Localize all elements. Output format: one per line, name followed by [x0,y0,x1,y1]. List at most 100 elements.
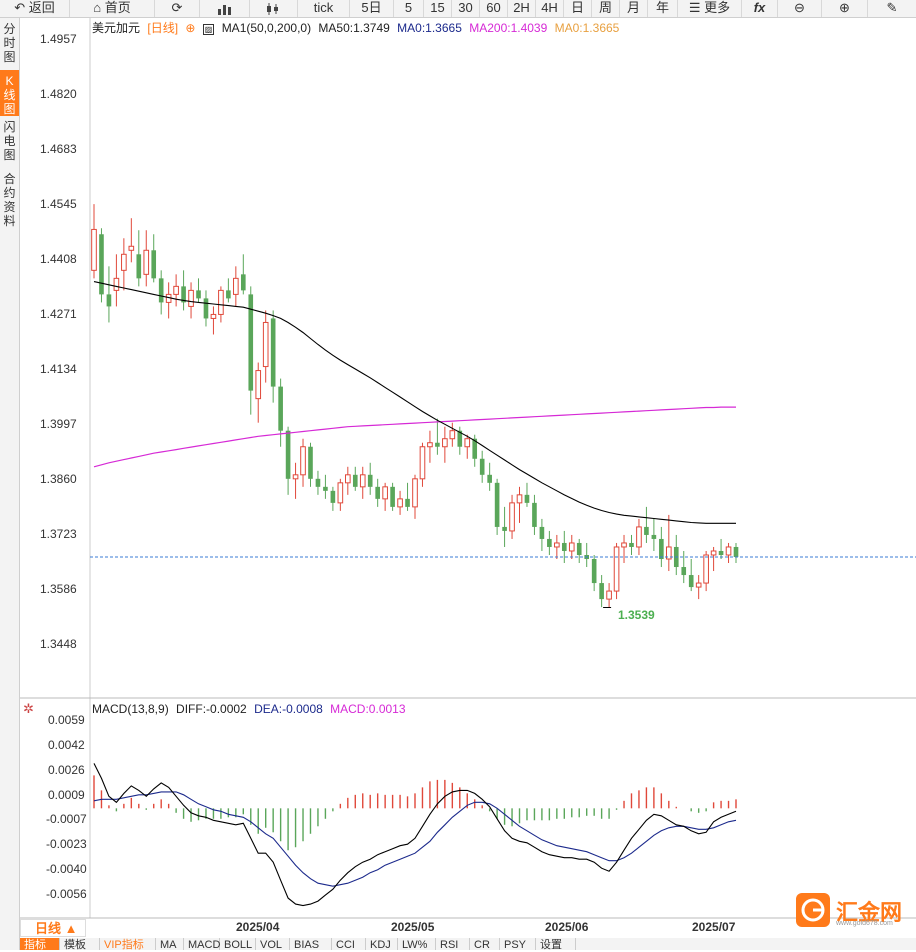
formula-button[interactable]: fx [742,0,778,17]
candle-body [308,446,313,479]
candle [457,426,463,455]
candle [136,230,142,287]
tab-bias[interactable]: BIAS [290,938,332,951]
candle [151,234,157,283]
tab-cci[interactable]: CCI [332,938,366,951]
indicator-edit-icon[interactable]: ▨ [202,24,215,35]
candle-body [681,567,687,576]
price-tick: 1.4820 [40,87,77,101]
candle [636,518,642,555]
candle-body [442,438,448,448]
candle [547,530,552,555]
candle-body [591,559,597,584]
candle [651,518,657,551]
candle [397,490,403,515]
back-button[interactable]: ↶ 返回 [0,0,70,17]
period-60m[interactable]: 60 [480,0,508,17]
low-price-marker: 1.3539 [618,608,655,622]
zoom-out-button[interactable]: ⊖ [778,0,822,17]
home-button[interactable]: ⌂ 首页 [70,0,155,17]
candle [292,462,299,499]
candle-body [599,583,604,600]
add-indicator-icon[interactable]: ⊕ [185,21,196,35]
candle-body [487,474,492,483]
x-tick: 2025/06 [545,920,589,934]
candle [665,514,672,572]
candle [613,542,620,600]
logo-url: www.gold678.com [836,920,893,927]
candle [599,575,604,608]
candle-body [547,538,552,547]
period-week[interactable]: 周 [592,0,620,17]
candle-body [718,550,724,555]
period-5m[interactable]: 5 [394,0,424,17]
candle-body [494,482,500,527]
candle-body [390,486,395,507]
candle-body [203,298,209,319]
candle [218,286,224,323]
period-30m[interactable]: 30 [452,0,480,17]
tab-macd[interactable]: MACD [184,938,220,951]
tab-template[interactable]: 模板 [60,938,100,951]
draw-button[interactable]: ✎ [868,0,916,17]
sidebar-item-kline[interactable]: K线图 [0,70,19,116]
candle [584,542,590,568]
ma200-value: MA200:1.4039 [469,21,548,35]
tab-indicator[interactable]: 指标 [20,938,60,951]
sidebar-item-contract[interactable]: 合约资料 [3,172,16,228]
candle-body [270,318,276,387]
candle [419,442,426,487]
sidebar-item-timeshare[interactable]: 分时图 [3,22,16,64]
x-tick: 2025/07 [692,920,736,934]
period-selector[interactable]: 日线 ▲ [20,919,86,937]
candle-body [568,542,575,552]
candle-body [733,546,739,557]
tab-boll[interactable]: BOLL [220,938,256,951]
candle-body [106,294,112,307]
bar-chart-button[interactable] [200,0,250,17]
candle-body [397,498,403,508]
tab-ma[interactable]: MA [156,938,184,951]
logo-icon [796,893,830,927]
tab-cr[interactable]: CR [470,938,500,951]
five-day-button[interactable]: 5日 [350,0,394,17]
macd-name: MACD(13,8,9) [92,702,169,716]
tick-button[interactable]: tick [298,0,350,17]
tab-settings[interactable]: 设置 [536,938,576,951]
candle-body [375,486,380,499]
candle [330,486,336,511]
period-day[interactable]: 日 [564,0,592,17]
refresh-button[interactable]: ⟳ [155,0,200,17]
candle [165,282,172,319]
candle [121,238,127,291]
zoom-in-button[interactable]: ⊕ [822,0,868,17]
candle [203,290,209,327]
settings-sun-icon[interactable]: ✲ [23,701,34,716]
candle-body [165,293,172,303]
period-2h[interactable]: 2H [508,0,536,17]
candle [278,378,283,447]
candle [270,310,276,403]
candle-body [367,474,373,487]
tab-vol[interactable]: VOL [256,938,290,951]
tab-psy[interactable]: PSY [500,938,536,951]
macd-legend: MACD(13,8,9) DIFF:-0.0002 DEA:-0.0008 MA… [92,702,410,716]
candle [323,474,328,499]
candle [509,494,515,539]
period-month[interactable]: 月 [620,0,648,17]
period-year[interactable]: 年 [648,0,678,17]
candle [143,230,150,287]
candle-body [337,482,344,504]
more-button[interactable]: ☰ 更多 [678,0,742,17]
tab-vip[interactable]: VIP指标 [100,938,156,951]
tab-rsi[interactable]: RSI [436,938,470,951]
price-tick: 1.3723 [40,527,77,541]
sidebar-item-flash[interactable]: 闪电图 [3,120,16,162]
period-15m[interactable]: 15 [424,0,452,17]
tab-lw[interactable]: LW% [398,938,436,951]
candle [99,228,104,303]
candlestick-button[interactable] [250,0,298,17]
period-4h[interactable]: 4H [536,0,564,17]
tab-kdj[interactable]: KDJ [366,938,398,951]
